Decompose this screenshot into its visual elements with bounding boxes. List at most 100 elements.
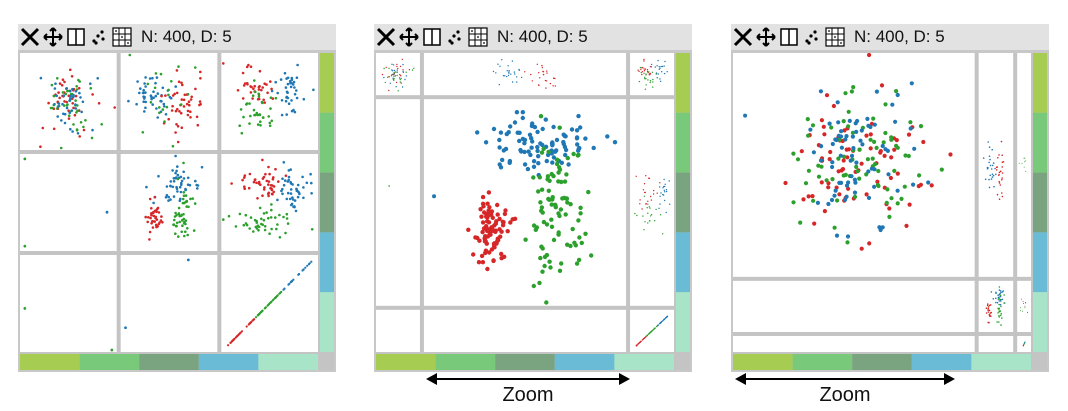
data-point bbox=[256, 197, 259, 200]
close-icon[interactable] bbox=[733, 27, 753, 47]
cell-points bbox=[227, 260, 313, 347]
data-point bbox=[180, 98, 184, 101]
data-point bbox=[659, 195, 661, 197]
data-point bbox=[659, 182, 661, 184]
data-point bbox=[872, 139, 877, 144]
data-point bbox=[187, 100, 191, 103]
data-point bbox=[286, 191, 290, 195]
data-point bbox=[657, 324, 659, 327]
data-point bbox=[635, 175, 637, 177]
data-point bbox=[153, 220, 156, 223]
data-point bbox=[154, 81, 157, 85]
data-point bbox=[987, 311, 990, 313]
data-point bbox=[199, 70, 202, 74]
close-icon[interactable] bbox=[20, 27, 40, 47]
split-icon[interactable] bbox=[66, 27, 86, 47]
data-point bbox=[170, 109, 174, 112]
data-point bbox=[183, 220, 186, 224]
scatterplot-matrix[interactable] bbox=[20, 53, 334, 370]
scatterplot-matrix[interactable] bbox=[733, 53, 1047, 370]
data-point bbox=[267, 115, 270, 118]
data-point bbox=[493, 229, 498, 234]
scatterplot-matrix[interactable] bbox=[376, 53, 690, 370]
data-point bbox=[290, 280, 293, 283]
data-point bbox=[528, 152, 533, 158]
data-point bbox=[175, 91, 179, 95]
data-point bbox=[989, 312, 992, 314]
data-point bbox=[531, 159, 537, 164]
data-point bbox=[50, 83, 54, 87]
split-icon[interactable] bbox=[422, 27, 442, 47]
move-icon[interactable] bbox=[43, 27, 63, 47]
data-point bbox=[232, 338, 235, 341]
data-point bbox=[56, 115, 59, 118]
data-point bbox=[647, 203, 649, 205]
data-point bbox=[512, 216, 518, 221]
data-point bbox=[165, 105, 169, 109]
data-point bbox=[293, 110, 297, 114]
data-point bbox=[479, 253, 485, 259]
data-point bbox=[995, 173, 997, 176]
data-point bbox=[175, 221, 179, 225]
data-point bbox=[289, 188, 293, 191]
data-point bbox=[637, 343, 639, 345]
data-point bbox=[645, 73, 647, 75]
data-point bbox=[998, 310, 1000, 312]
data-point bbox=[180, 81, 183, 85]
data-point bbox=[992, 174, 995, 177]
data-point bbox=[854, 160, 859, 165]
data-point bbox=[577, 235, 582, 240]
data-point bbox=[480, 260, 486, 265]
data-point bbox=[278, 236, 282, 239]
data-point bbox=[639, 203, 641, 205]
data-point bbox=[892, 168, 897, 173]
cell-points bbox=[432, 194, 437, 199]
data-point bbox=[511, 81, 514, 83]
data-point bbox=[275, 296, 278, 299]
split-icon[interactable] bbox=[779, 27, 799, 47]
data-point bbox=[383, 76, 385, 79]
data-point bbox=[518, 68, 520, 71]
data-point bbox=[517, 130, 522, 135]
matrix-icon[interactable] bbox=[468, 27, 488, 47]
data-point bbox=[887, 214, 892, 219]
matrix-icon[interactable] bbox=[825, 27, 845, 47]
dimension-bar-segment bbox=[911, 354, 972, 370]
move-icon[interactable] bbox=[399, 27, 419, 47]
data-point bbox=[864, 133, 869, 138]
data-point bbox=[552, 85, 554, 87]
data-point bbox=[1027, 312, 1029, 314]
scatter-icon[interactable] bbox=[89, 27, 109, 47]
data-point bbox=[268, 124, 272, 128]
data-point bbox=[549, 217, 554, 222]
data-point bbox=[647, 212, 649, 214]
scatter-icon[interactable] bbox=[445, 27, 465, 47]
data-point bbox=[510, 73, 512, 75]
data-point bbox=[649, 207, 651, 209]
data-point bbox=[257, 88, 261, 91]
data-point bbox=[173, 215, 177, 218]
data-point bbox=[895, 92, 900, 98]
move-icon[interactable] bbox=[756, 27, 776, 47]
data-point bbox=[181, 224, 184, 227]
data-point bbox=[147, 216, 150, 219]
close-icon[interactable] bbox=[376, 27, 396, 47]
data-point bbox=[189, 98, 193, 101]
scatter-icon[interactable] bbox=[802, 27, 822, 47]
data-point bbox=[144, 106, 147, 110]
data-point bbox=[650, 199, 653, 201]
data-point bbox=[239, 331, 242, 334]
data-point bbox=[174, 232, 177, 235]
zoom-annotation: Zoom bbox=[734, 372, 956, 410]
data-point bbox=[836, 133, 841, 138]
data-point bbox=[499, 251, 504, 257]
data-point bbox=[291, 198, 295, 201]
dimension-bar-segment bbox=[258, 354, 318, 370]
matrix-icon[interactable] bbox=[112, 27, 132, 47]
data-point bbox=[268, 172, 271, 176]
data-point bbox=[1003, 294, 1005, 296]
data-point bbox=[174, 171, 177, 175]
data-point bbox=[285, 212, 289, 216]
data-point bbox=[302, 196, 305, 200]
data-point bbox=[277, 180, 280, 183]
